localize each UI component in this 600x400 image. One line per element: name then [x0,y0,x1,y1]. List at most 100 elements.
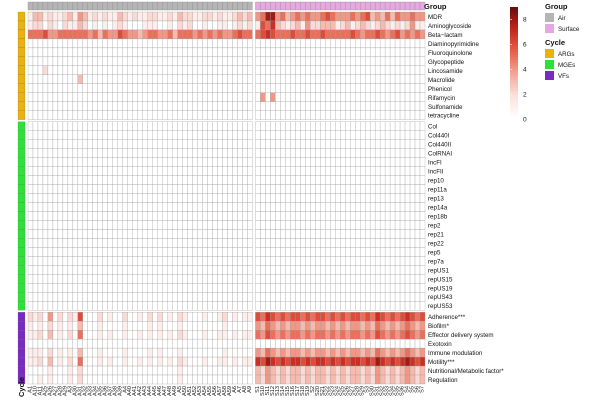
heatmap-cell [330,175,336,185]
heatmap-cell [379,130,386,140]
heatmap-cell [409,47,416,58]
heatmap-cell [87,148,93,158]
heatmap-cell [142,148,148,158]
heatmap-cell [409,256,416,266]
heatmap-cell [42,374,49,385]
heatmap-cell [320,38,326,49]
heatmap-cell [127,110,133,120]
heatmap-cell [37,283,44,293]
heatmap-cell [305,229,311,239]
heatmap-cell [270,175,276,185]
heatmap-cell [419,56,426,67]
heatmap-cell [315,130,321,140]
heatmap-cell [32,148,39,158]
group-annotation-cell [112,1,118,11]
heatmap-cell [62,256,69,266]
heatmap-cell [57,321,64,331]
column-label: S24 [335,386,341,396]
heatmap-cell [202,301,208,311]
heatmap-cell [350,29,356,40]
heatmap-cell [217,184,223,194]
heatmap-cell [247,184,253,194]
heatmap-cell [207,92,213,102]
heatmap-cell [117,148,123,158]
heatmap-cell [82,38,89,49]
heatmap-cell [310,148,316,158]
column-label: A43 [142,386,148,396]
heatmap-cell [340,83,346,93]
heatmap-cell [207,202,213,212]
heatmap-cell [409,184,416,194]
heatmap-cell [404,38,411,49]
heatmap-cell [270,374,276,385]
heatmap-cell [379,365,386,376]
heatmap-cell [72,247,79,257]
heatmap-cell [177,202,183,212]
heatmap-cell [345,74,351,84]
heatmap-cell [255,292,261,302]
heatmap-cell [62,202,69,212]
heatmap-cell [399,83,406,93]
heatmap-cell [27,175,34,185]
heatmap-cell [27,83,34,93]
heatmap-cell [112,256,118,266]
heatmap-cell [167,356,173,367]
heatmap-cell [320,229,326,239]
heatmap-cell [227,229,233,239]
heatmap-cell [32,157,39,167]
heatmap-cell [32,321,39,331]
heatmap-cell [290,175,296,185]
heatmap-cell [27,65,34,75]
heatmap-cell [182,374,188,385]
heatmap-cell [67,29,74,40]
heatmap-cell [62,38,69,49]
heatmap-cell [52,321,59,331]
heatmap-cell [202,148,208,158]
heatmap-cell [285,157,291,167]
cycle-annotation-cell [17,38,26,49]
heatmap-cell [404,292,411,302]
heatmap-cell [112,238,118,248]
heatmap-cell [42,211,49,221]
heatmap-cell [419,11,426,22]
heatmap-cell [67,20,74,31]
column-label: S7 [420,386,426,393]
heatmap-cell [414,229,421,239]
heatmap-cell [305,175,311,185]
heatmap-cell [237,157,243,167]
heatmap-cell [394,74,401,84]
heatmap-cell [374,312,381,322]
heatmap-cell [389,229,396,239]
heatmap-cell [270,312,276,322]
heatmap-cell [280,83,286,93]
heatmap-cell [384,283,391,293]
colorbar-segment [510,68,518,72]
group-annotation-cell [290,1,296,11]
heatmap-cell [290,211,296,221]
heatmap-cell [409,92,416,102]
heatmap-cell [192,229,198,239]
heatmap-cell [142,265,148,275]
heatmap-cell [162,329,168,340]
heatmap-cell [172,321,178,331]
heatmap-cell [37,166,44,176]
heatmap-cell [97,274,103,284]
heatmap-cell [355,166,361,176]
heatmap-cell [187,193,193,203]
heatmap-cell [364,365,371,376]
heatmap-cell [107,65,113,75]
heatmap-cell [212,139,218,149]
heatmap-cell [167,38,173,49]
heatmap-cell [364,202,371,212]
column-label: S33 [385,386,391,396]
heatmap-cell [300,356,306,367]
heatmap-cell [197,229,203,239]
heatmap-cell [280,175,286,185]
heatmap-cell [285,130,291,140]
heatmap-cell [62,374,69,385]
heatmap-cell [157,365,163,376]
heatmap-cell [374,256,381,266]
heatmap-cell [355,220,361,230]
heatmap-cell [37,20,44,31]
heatmap-cell [265,20,271,31]
